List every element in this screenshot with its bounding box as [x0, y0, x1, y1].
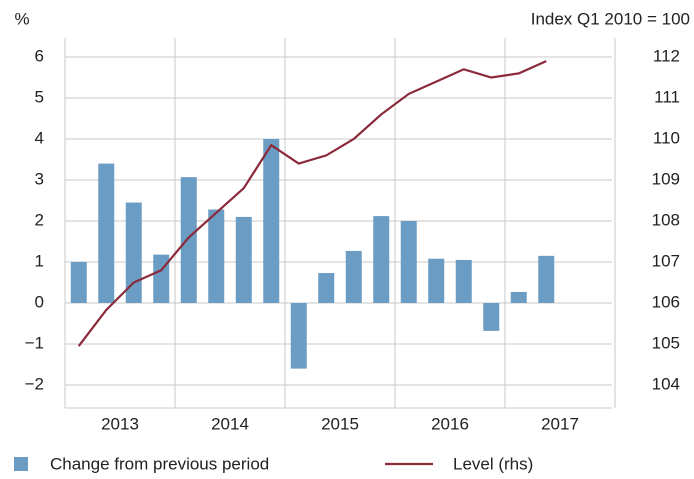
y2-tick-label: 108 — [652, 210, 680, 229]
legend-label: Change from previous period — [50, 454, 269, 473]
y2-tick-label: 107 — [652, 251, 680, 270]
x-tick-label: 2013 — [101, 414, 139, 433]
bar — [290, 303, 307, 369]
bar — [455, 259, 472, 303]
y-tick-label: 0 — [35, 292, 44, 311]
bar — [263, 139, 280, 303]
bar — [235, 216, 252, 303]
bar — [538, 255, 555, 303]
y-axis-label: % — [14, 9, 29, 28]
y-tick-label: 6 — [35, 46, 44, 65]
y2-tick-label: 106 — [652, 292, 680, 311]
y2-tick-label: 111 — [654, 87, 680, 106]
x-tick-label: 2014 — [211, 414, 249, 433]
y2-tick-label: 104 — [652, 374, 680, 393]
bar — [428, 258, 445, 303]
y-tick-label: −2 — [25, 374, 44, 393]
legend-swatch — [14, 457, 28, 471]
y-tick-label: 3 — [35, 169, 44, 188]
y2-axis-label: Index Q1 2010 = 100 — [531, 9, 690, 28]
y2-tick-label: 105 — [652, 333, 680, 352]
y-tick-label: 2 — [35, 210, 44, 229]
y2-tick-label: 112 — [653, 46, 680, 65]
bar — [98, 163, 115, 303]
y2-tick-label: 109 — [652, 169, 680, 188]
bar — [208, 209, 225, 303]
y-tick-label: 4 — [35, 128, 44, 147]
bar — [483, 303, 500, 331]
y-tick-label: 1 — [35, 251, 44, 270]
bar — [318, 273, 335, 303]
x-tick-label: 2015 — [321, 414, 359, 433]
bar — [70, 262, 87, 303]
bar — [180, 177, 197, 303]
bar — [400, 221, 417, 303]
bar — [125, 202, 142, 303]
bar — [510, 291, 527, 303]
bar — [373, 216, 390, 303]
x-tick-label: 2016 — [431, 414, 469, 433]
legend-label: Level (rhs) — [453, 454, 533, 473]
y2-tick-label: 110 — [653, 128, 680, 147]
line — [77, 60, 547, 347]
bar — [345, 250, 362, 303]
y-tick-label: 5 — [35, 87, 44, 106]
x-tick-label: 2017 — [541, 414, 579, 433]
y-tick-label: −1 — [25, 333, 44, 352]
